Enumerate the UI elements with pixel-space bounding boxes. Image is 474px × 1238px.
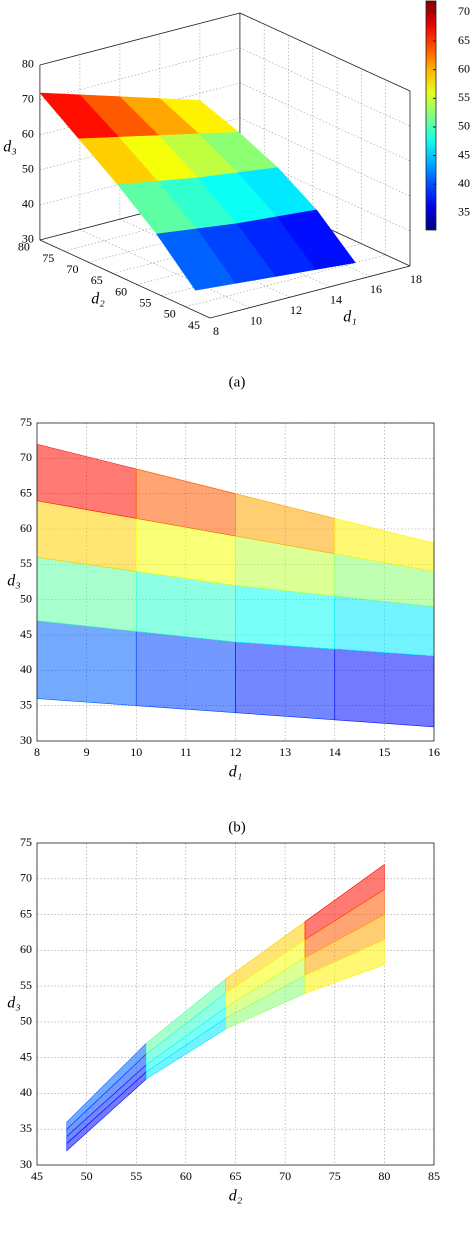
y-tick-label: 30: [20, 1157, 32, 1171]
y-tick-label: 60: [20, 942, 32, 956]
y-tick-label: 45: [188, 318, 200, 332]
y-tick-label: 70: [67, 262, 79, 276]
y-tick-label: 75: [20, 415, 32, 429]
x-tick-label: 10: [250, 313, 262, 327]
mesh-cell: [66, 1053, 147, 1138]
plot-frame: [36, 422, 435, 742]
axis-line: [39, 12, 241, 66]
mesh-cell: [235, 641, 336, 721]
x-tick-label: 18: [410, 272, 422, 286]
y-tick-label: 40: [20, 1085, 32, 1099]
y-tick-label: 40: [20, 662, 32, 676]
y-tick-label: 70: [20, 450, 32, 464]
y-axis-label: d₃: [7, 995, 21, 1012]
x-tick-label: 65: [230, 1169, 242, 1183]
x-tick-label: 15: [378, 745, 390, 759]
x-tick-label: 8: [213, 324, 219, 338]
grid-line: [185, 254, 386, 308]
x-axis-label: d₁: [343, 309, 357, 326]
mesh-cell: [304, 939, 385, 994]
caption: (a): [229, 374, 246, 390]
colorbar-tick-label: 50: [458, 119, 470, 133]
x-tick-label: 13: [279, 745, 291, 759]
y-tick-label: 55: [139, 295, 151, 309]
x-tick-label: 16: [428, 745, 440, 759]
z-tick-label: 70: [22, 92, 34, 106]
y-tick-label: 55: [20, 978, 32, 992]
y-tick-label: 55: [20, 556, 32, 570]
x-tick-label: 10: [130, 745, 142, 759]
y-axis-label: d₃: [7, 573, 21, 590]
y-tick-label: 45: [20, 1049, 32, 1063]
y-tick-label: 50: [20, 591, 32, 605]
colorbar-tick-label: 35: [458, 205, 470, 219]
plot-frame: [36, 842, 435, 1166]
x-tick-label: 14: [330, 293, 342, 307]
y-tick-label: 45: [20, 627, 32, 641]
colorbar-tick-label: 55: [458, 90, 470, 104]
grid-line: [239, 47, 411, 127]
z-axis-label: d₃: [3, 139, 17, 156]
y-tick-label: 70: [20, 871, 32, 885]
y-tick-label: 60: [115, 284, 127, 298]
caption: (b): [228, 819, 246, 835]
grid-line: [239, 82, 411, 162]
colorbar-tick-label: 70: [458, 4, 470, 18]
axis-line: [239, 12, 411, 92]
x-tick-label: 75: [329, 1169, 341, 1183]
colorbar-tick-label: 45: [458, 147, 470, 161]
y-tick-label: 30: [20, 733, 32, 747]
z-tick-label: 30: [22, 232, 34, 246]
x-tick-label: 8: [34, 745, 40, 759]
mesh-cell: [334, 648, 435, 728]
grid-line: [39, 47, 240, 101]
x-tick-label: 9: [84, 745, 90, 759]
x-axis-label: d₁: [229, 764, 243, 781]
mesh-cell: [235, 585, 336, 650]
colorbar-tick-label: 65: [458, 33, 470, 47]
x-tick-label: 12: [230, 745, 242, 759]
y-tick-label: 75: [42, 251, 54, 265]
z-tick-label: 60: [22, 127, 34, 141]
mesh-cell: [135, 631, 236, 714]
y-tick-label: 75: [20, 835, 32, 849]
y-tick-label: 50: [20, 1014, 32, 1028]
x-tick-label: 55: [130, 1169, 142, 1183]
y-tick-label: 80: [18, 240, 30, 254]
y-tick-label: 50: [164, 307, 176, 321]
y-tick-label: 65: [20, 485, 32, 499]
colorbar: [425, 0, 437, 231]
z-tick-label: 80: [22, 57, 34, 71]
x-tick-label: 70: [279, 1169, 291, 1183]
x-tick-label: 80: [378, 1169, 390, 1183]
x-tick-label: 12: [290, 303, 302, 317]
x-tick-label: 45: [31, 1169, 43, 1183]
mesh-cell: [36, 620, 137, 706]
x-tick-label: 50: [81, 1169, 93, 1183]
grid-line: [39, 82, 240, 136]
colorbar-tick-label: 40: [458, 176, 470, 190]
surface-cell: [156, 228, 236, 291]
y-axis-label: d₂: [91, 291, 105, 308]
mesh-cell: [66, 1064, 147, 1145]
x-tick-label: 16: [370, 282, 382, 296]
x-axis-label: d₂: [229, 1188, 243, 1205]
axis-line: [209, 265, 411, 319]
x-tick-label: 11: [180, 745, 192, 759]
axis-line: [39, 239, 211, 319]
y-tick-label: 35: [20, 1121, 32, 1135]
colorbar-tick-label: 60: [458, 61, 470, 75]
z-tick-label: 50: [22, 162, 34, 176]
x-tick-label: 14: [329, 745, 341, 759]
y-tick-label: 35: [20, 697, 32, 711]
z-tick-label: 40: [22, 197, 34, 211]
y-tick-label: 65: [91, 273, 103, 287]
x-tick-label: 60: [180, 1169, 192, 1183]
y-tick-label: 65: [20, 906, 32, 920]
x-tick-label: 85: [428, 1169, 440, 1183]
y-tick-label: 60: [20, 521, 32, 535]
